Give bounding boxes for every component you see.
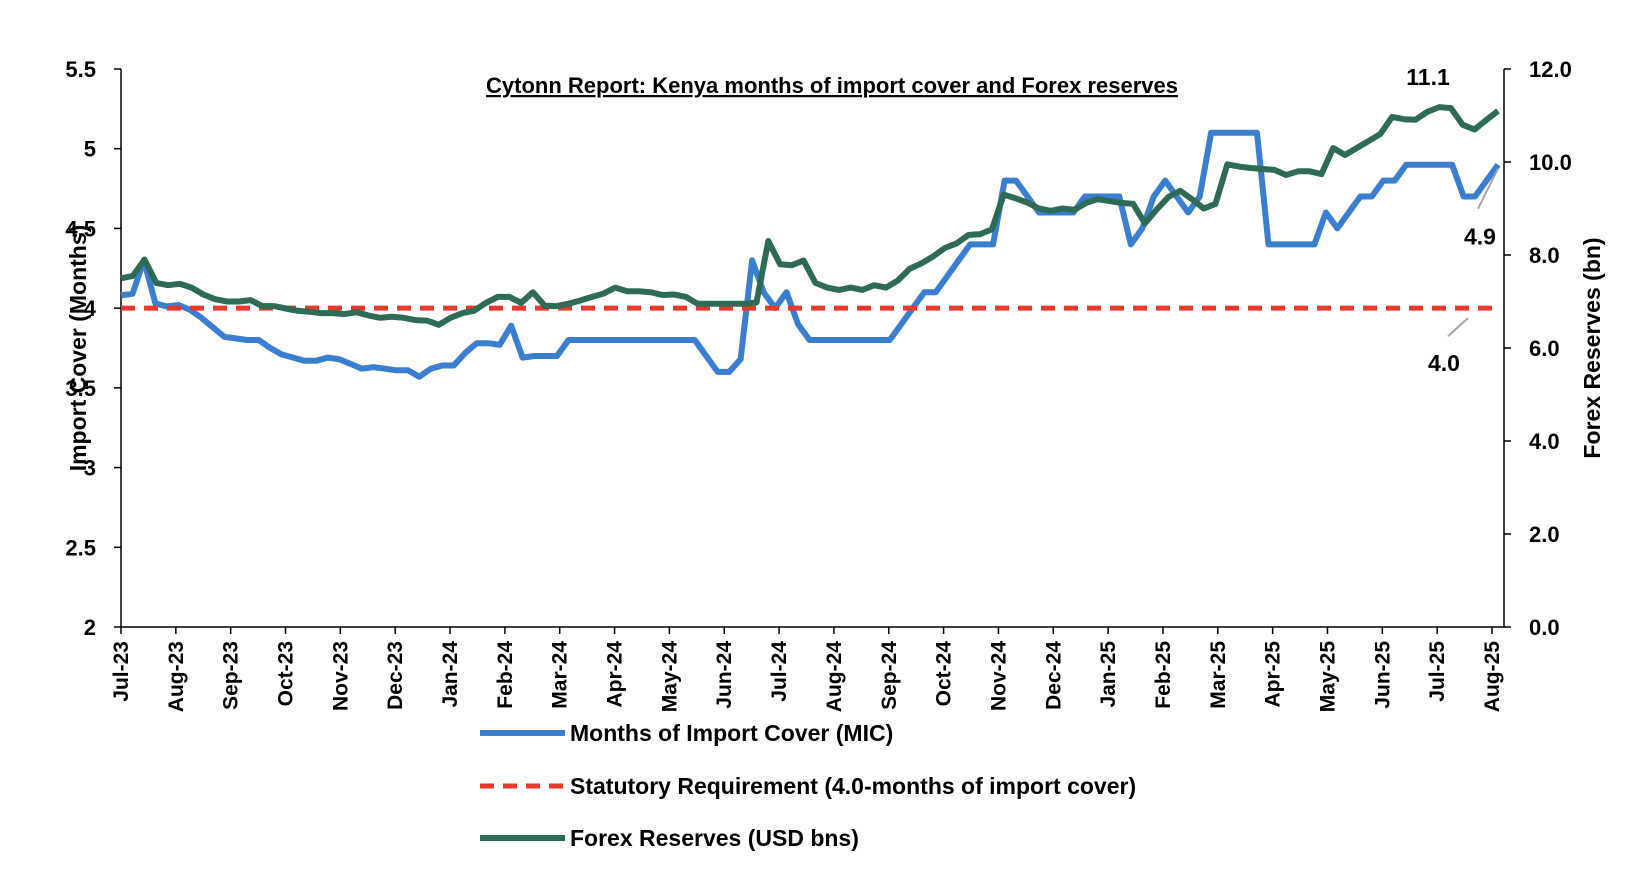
y-right-tick-label: 12.0 — [1529, 57, 1572, 82]
x-tick-label: Jun-25 — [1371, 641, 1394, 709]
statutory-end-label: 4.0 — [1428, 350, 1460, 376]
y-left-tick-label: 5.5 — [65, 57, 96, 82]
x-tick-label: Jan-25 — [1097, 641, 1120, 708]
y-left-tick-label: 3 — [84, 456, 96, 481]
x-tick-label: Jul-24 — [768, 641, 791, 702]
chart-title: Cytonn Report: Kenya months of import co… — [486, 73, 1178, 98]
x-tick-label: Sep-23 — [220, 641, 243, 710]
y-left-tick-label: 3.5 — [65, 376, 96, 401]
y-left-tick-label: 4 — [84, 296, 97, 321]
x-tick-label: Sep-24 — [878, 641, 901, 710]
statutory-leader-line — [1447, 317, 1469, 337]
y-left-axis-label: Import Cover (Months) — [65, 225, 91, 472]
x-tick-label: May-24 — [658, 641, 681, 713]
y-left-tick-label: 2 — [84, 615, 96, 640]
y-left-tick-label: 5 — [84, 137, 96, 162]
x-tick-label: Jun-24 — [713, 641, 736, 709]
x-tick-label: Nov-24 — [987, 641, 1010, 711]
y-right-tick-label: 0.0 — [1529, 615, 1560, 640]
legend-label-3: Forex Reserves (USD bns) — [570, 825, 859, 851]
mic-end-label: 4.9 — [1464, 224, 1496, 250]
legend: Months of Import Cover (MIC) Statutory Re… — [480, 720, 1136, 851]
x-tick-label: Nov-23 — [329, 641, 352, 711]
x-tick-label: Oct-23 — [275, 641, 298, 706]
x-tick-label: Dec-24 — [1042, 641, 1065, 710]
series-layer — [120, 104, 1501, 380]
legend-label-2: Statutory Requirement (4.0-months of imp… — [570, 773, 1136, 799]
y-right-tick-label: 6.0 — [1529, 336, 1560, 361]
x-tick-label: Feb-24 — [494, 641, 517, 709]
x-tick-label: Aug-24 — [823, 641, 846, 712]
mic-leader-line — [1477, 168, 1499, 210]
x-tick-label: Oct-24 — [933, 641, 956, 707]
annotations-group: 4.9 4.0 11.1 — [1406, 64, 1499, 376]
y-right-tick-label: 4.0 — [1529, 429, 1560, 454]
x-tick-label: Jul-25 — [1426, 641, 1449, 702]
legend-label-1: Months of Import Cover (MIC) — [570, 720, 893, 746]
x-tick-label: May-25 — [1316, 641, 1339, 713]
x-tick-label: Apr-24 — [604, 641, 627, 708]
x-tick-label: Feb-25 — [1152, 641, 1175, 709]
x-tick-label: Mar-24 — [549, 641, 572, 709]
x-tick-label: Aug-25 — [1481, 641, 1504, 712]
x-tick-label: Jan-24 — [439, 641, 462, 708]
axes-group: 2 2.5 3 3.5 4 4.5 5 5.5 0.0 2.0 4.0 6.0 8.0 10.0 12.0 J… — [65, 57, 1571, 712]
y-right-axis-label: Forex Reserves (bn) — [1579, 237, 1605, 458]
x-tick-label: Jul-23 — [110, 641, 133, 702]
x-tick-label: Mar-25 — [1207, 641, 1230, 709]
y-left-tick-label: 2.5 — [65, 535, 96, 560]
y-right-tick-label: 2.0 — [1529, 522, 1560, 547]
x-tick-label: Dec-23 — [384, 641, 407, 710]
forex-end-label: 11.1 — [1406, 64, 1450, 90]
y-right-tick-label: 8.0 — [1529, 243, 1560, 268]
y-right-tick-label: 10.0 — [1529, 150, 1572, 175]
x-tick-label: Aug-23 — [165, 641, 188, 712]
x-tick-label: Apr-25 — [1262, 641, 1285, 708]
series-line-3 — [120, 104, 1500, 328]
series-line-1 — [120, 129, 1501, 380]
y-left-tick-label: 4.5 — [65, 216, 96, 241]
